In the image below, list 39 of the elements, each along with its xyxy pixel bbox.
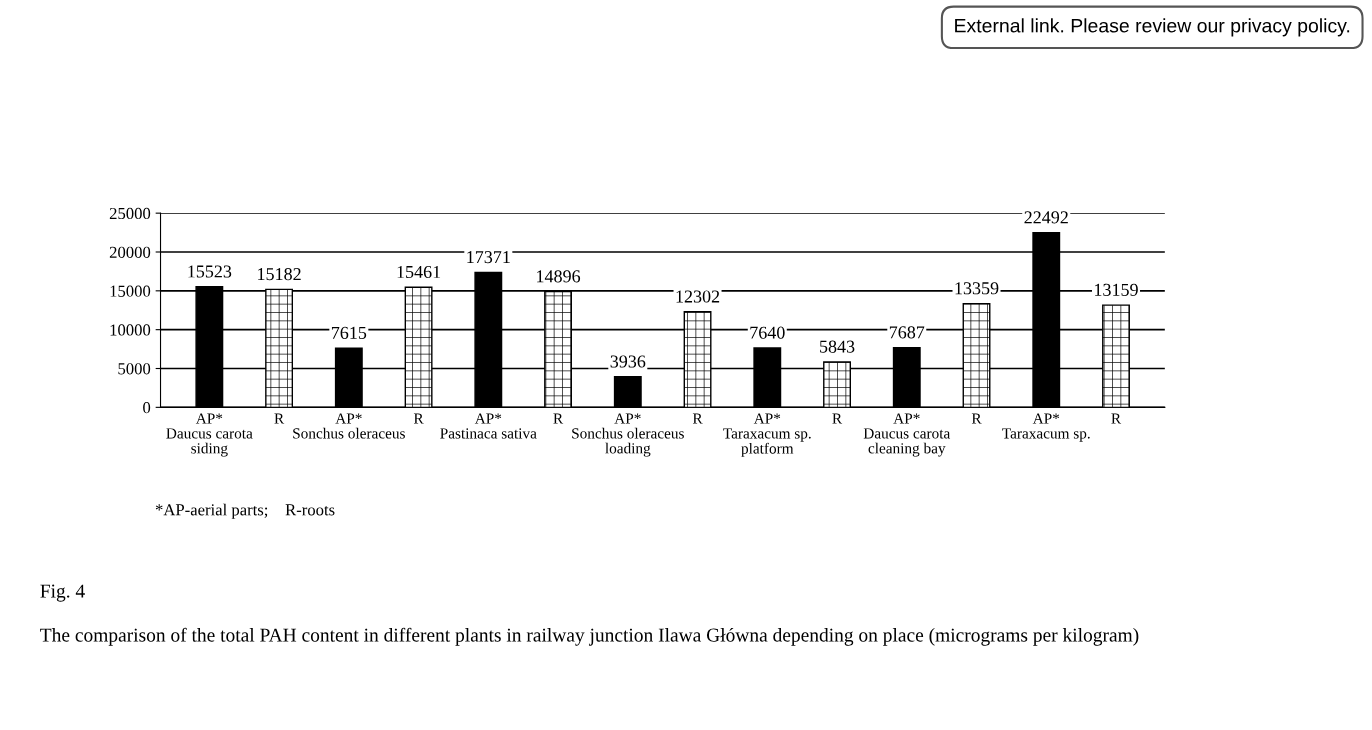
x-tick-label: AP* Taraxacum sp. (1002, 413, 1090, 442)
text: *AP-aerial parts; R-roots (155, 503, 335, 519)
x-tick-label: R (832, 413, 843, 424)
text: External link. Please review our privacy policy. (955, 18, 1350, 37)
data-label: 22492 (1024, 211, 1068, 224)
y-tick-label: 20000 (109, 246, 151, 258)
y-tick-label: 5000 (118, 363, 151, 375)
x-tick-label: AP* Sonchus oleraceus (293, 413, 405, 439)
x-tick-label: R (553, 413, 564, 424)
data-label: 14896 (537, 270, 581, 283)
data-label: 15523 (188, 265, 232, 278)
text: The comparison of the total PAH content in different plants in railway junction Ilawa Główna depending on place (micrograms per kilogram) (40, 627, 1139, 646)
y-tick-label: 15000 (110, 285, 151, 297)
bar (613, 376, 642, 408)
y-tick-label: 10000 (110, 324, 151, 336)
x-tick-label: R (413, 413, 424, 424)
x-tick-label: R (1111, 413, 1122, 424)
x-tick-label: R (692, 413, 703, 424)
data-label: 7640 (750, 326, 785, 339)
data-label: 7687 (889, 326, 925, 339)
data-label: 12302 (676, 290, 720, 303)
x-tick-label: R (274, 413, 285, 424)
x-tick-label: AP* Pastinaca sativa (440, 413, 537, 439)
data-label: 5843 (820, 340, 855, 353)
x-tick-label: AP* Taraxacum sp. platform (723, 413, 811, 457)
data-label: 17371 (467, 251, 510, 264)
data-label: 13159 (1095, 283, 1138, 296)
data-label: 3936 (610, 355, 646, 368)
y-tick-label: 0 (143, 402, 151, 414)
data-label: 7615 (331, 326, 367, 339)
y-tick-label: 25000 (109, 207, 151, 220)
data-label: 15182 (258, 268, 301, 281)
caption: Fig. 4 (40, 584, 85, 602)
x-tick-label: AP* Sonchus oleraceus loading (572, 413, 684, 457)
x-tick-label: R (971, 413, 982, 424)
x-tick-label: AP* Daucus carota cleaning bay (863, 413, 951, 457)
data-label: 15461 (397, 265, 441, 279)
data-label: 13359 (955, 282, 999, 295)
x-tick-label: AP* Daucus carota siding (166, 413, 253, 457)
